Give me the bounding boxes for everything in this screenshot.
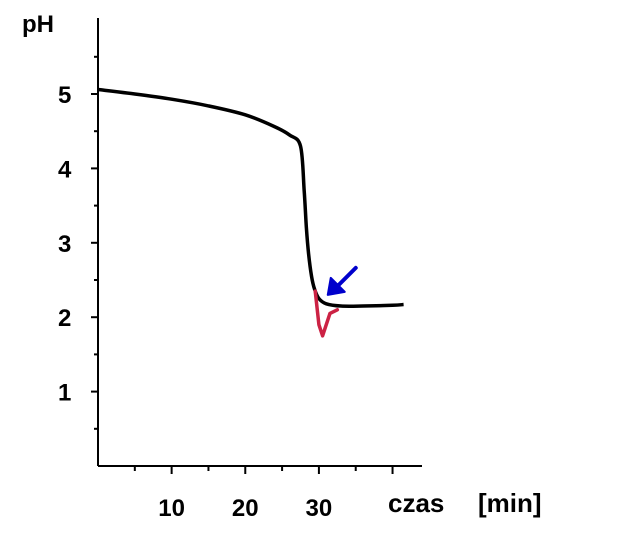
y-tick-label: 1 bbox=[58, 380, 71, 407]
y-ticks: 1 2 3 4 5 bbox=[58, 55, 98, 430]
annotations bbox=[313, 265, 358, 338]
x-ticks: 10 20 30 bbox=[133, 466, 394, 522]
y-axis-label: pH bbox=[22, 11, 54, 38]
y-tick-label: 4 bbox=[58, 156, 72, 183]
x-tick-label: 10 bbox=[158, 495, 185, 522]
x-tick-label: 20 bbox=[232, 495, 259, 522]
dip-marker bbox=[313, 289, 340, 338]
y-tick-label: 2 bbox=[58, 305, 71, 332]
axes bbox=[97, 18, 422, 467]
y-tick-label: 5 bbox=[58, 82, 71, 109]
y-tick-label: 3 bbox=[58, 231, 71, 258]
x-axis-unit: [min] bbox=[478, 488, 542, 518]
arrow-icon bbox=[326, 265, 358, 296]
x-axis-label: czas bbox=[388, 488, 444, 518]
x-tick-label: 30 bbox=[306, 495, 333, 522]
arrow-head bbox=[326, 276, 346, 296]
ph-curve bbox=[97, 87, 404, 308]
series-layer bbox=[97, 87, 404, 308]
